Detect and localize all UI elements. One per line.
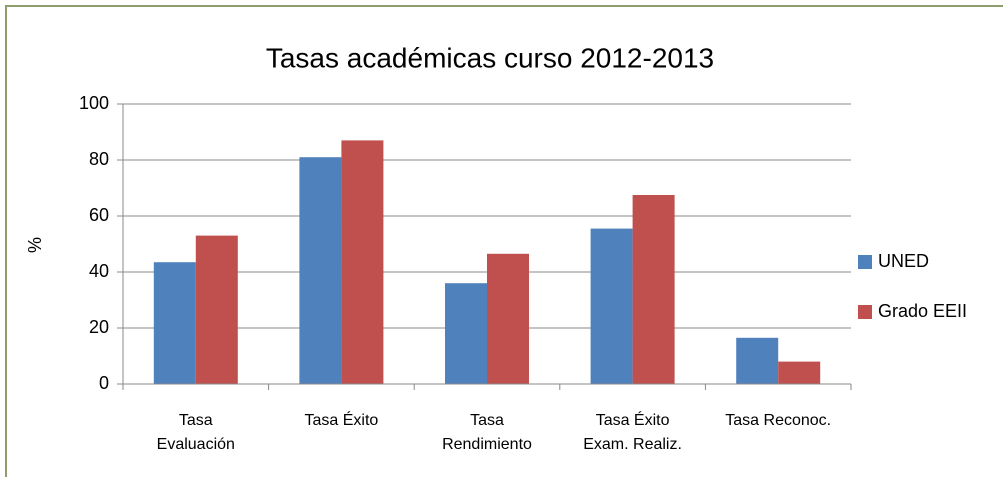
chart-title: Tasas académicas curso 2012-2013 (266, 42, 714, 73)
y-tick-label: 0 (99, 373, 109, 393)
bar (445, 283, 487, 384)
x-tick-label: Tasa Evaluación (156, 412, 235, 453)
legend-swatch (858, 305, 872, 319)
bar (632, 195, 675, 384)
y-tick-label: 40 (89, 261, 109, 281)
x-tick-label: Tasa Reconoc. (725, 412, 832, 429)
y-tick-label: 80 (89, 149, 109, 169)
chart-frame (5, 5, 1003, 477)
bar (778, 361, 821, 384)
y-tick-label: 20 (89, 317, 109, 337)
bar (341, 140, 384, 384)
bar (153, 262, 196, 384)
bar (736, 337, 779, 384)
bar (487, 253, 529, 384)
y-tick-label: 60 (89, 205, 109, 225)
bar (590, 228, 633, 384)
x-tick-label: Tasa Éxito Exam. Realiz. (583, 412, 682, 453)
bar (195, 235, 238, 384)
y-axis-label: % (25, 237, 45, 253)
y-tick-label: 100 (79, 93, 109, 113)
legend-label: Grado EEII (878, 301, 967, 321)
x-tick-label: Tasa Éxito (304, 412, 379, 429)
x-tick-label: Tasa Rendimiento (442, 412, 532, 453)
bar (299, 157, 342, 384)
legend-swatch (858, 255, 872, 269)
legend-label: UNED (878, 251, 929, 271)
